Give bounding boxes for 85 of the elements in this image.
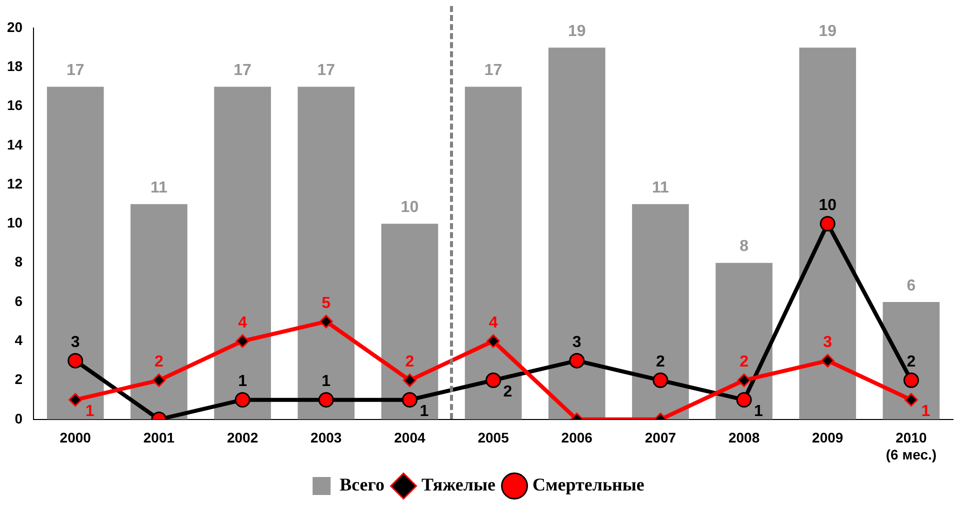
y-tick-label: 2 bbox=[14, 371, 23, 388]
bar bbox=[381, 224, 438, 420]
data-label: 17 bbox=[484, 62, 502, 80]
point bbox=[736, 392, 752, 408]
x-tick-label: 2002 bbox=[226, 430, 258, 446]
point bbox=[236, 334, 250, 348]
bar bbox=[298, 86, 355, 420]
x-tick-label: 2009 bbox=[812, 430, 844, 446]
point bbox=[569, 352, 585, 368]
data-label: 2 bbox=[405, 354, 414, 371]
point bbox=[319, 314, 333, 328]
bar bbox=[464, 86, 522, 420]
point bbox=[820, 354, 834, 368]
data-label: 2 bbox=[906, 354, 916, 371]
data-label: 17 bbox=[317, 62, 336, 80]
data-label: 11 bbox=[652, 180, 670, 197]
data-label: 2 bbox=[154, 354, 164, 371]
y-tick-label: 14 bbox=[6, 136, 23, 152]
y-tick-label: 6 bbox=[14, 292, 23, 309]
point bbox=[486, 334, 500, 348]
data-label: 1 bbox=[921, 403, 930, 420]
legend-label: Всего bbox=[340, 474, 385, 495]
data-label: 4 bbox=[238, 314, 248, 332]
y-tick-label: 8 bbox=[14, 254, 23, 270]
bar bbox=[548, 48, 606, 420]
point bbox=[152, 374, 166, 388]
x-tick-label: 2004 bbox=[394, 430, 426, 446]
y-tick-label: 18 bbox=[6, 58, 23, 74]
data-label: 17 bbox=[234, 62, 252, 80]
data-label: 1 bbox=[322, 373, 331, 390]
data-label: 3 bbox=[572, 334, 582, 352]
point bbox=[904, 393, 918, 407]
point bbox=[318, 392, 334, 408]
y-tick-label: 12 bbox=[6, 175, 23, 192]
point bbox=[234, 392, 250, 408]
data-label: 1 bbox=[754, 403, 764, 420]
x-tick-label: 2008 bbox=[728, 430, 760, 446]
y-tick-label: 20 bbox=[6, 18, 23, 35]
data-label: 6 bbox=[906, 277, 916, 294]
data-label: 2 bbox=[656, 354, 665, 371]
x-tick-label: 2003 bbox=[310, 430, 342, 446]
x-tick-label: 2001 bbox=[143, 430, 175, 446]
data-label: 2 bbox=[740, 354, 749, 371]
data-label: 1 bbox=[238, 373, 248, 390]
data-label: 11 bbox=[150, 180, 168, 197]
point bbox=[820, 216, 836, 232]
point bbox=[486, 372, 502, 388]
x-tick-label: 2006 bbox=[561, 430, 593, 446]
point bbox=[68, 393, 82, 407]
data-label: 3 bbox=[70, 334, 80, 352]
bar bbox=[46, 86, 104, 420]
point bbox=[402, 374, 416, 388]
y-tick-label: 10 bbox=[6, 214, 23, 231]
bar bbox=[214, 86, 271, 420]
bar bbox=[882, 302, 940, 420]
bar bbox=[799, 48, 856, 420]
data-label: 2 bbox=[503, 384, 512, 401]
y-tick-label: 16 bbox=[6, 97, 23, 114]
point bbox=[402, 392, 418, 408]
y-tick-label: 4 bbox=[14, 332, 23, 348]
data-label: 8 bbox=[740, 238, 749, 256]
x-tick-label: 2007 bbox=[644, 430, 676, 446]
bar bbox=[130, 204, 188, 420]
point bbox=[903, 372, 919, 388]
x-tick-label: 2000 bbox=[60, 430, 92, 446]
data-label: 10 bbox=[400, 199, 419, 216]
y-tick-label: 0 bbox=[14, 410, 23, 426]
data-label: 3 bbox=[823, 334, 832, 352]
data-label: 17 bbox=[66, 62, 84, 80]
legend-label: Смертельные bbox=[532, 474, 644, 495]
bar bbox=[632, 204, 689, 420]
x-tick-label: 2010 (6 мес.) bbox=[886, 430, 937, 462]
point bbox=[68, 352, 84, 368]
legend-label: Тяжелые bbox=[422, 474, 496, 495]
data-label: 5 bbox=[322, 294, 331, 312]
data-label: 19 bbox=[568, 22, 586, 40]
x-tick-label: 2005 bbox=[478, 430, 510, 446]
data-label: 4 bbox=[488, 314, 498, 332]
data-label: 1 bbox=[85, 403, 94, 420]
point bbox=[652, 372, 668, 388]
data-label: 10 bbox=[818, 197, 837, 214]
point bbox=[737, 374, 751, 388]
data-label: 1 bbox=[420, 403, 429, 420]
bar bbox=[716, 262, 772, 420]
data-label: 19 bbox=[818, 22, 837, 40]
